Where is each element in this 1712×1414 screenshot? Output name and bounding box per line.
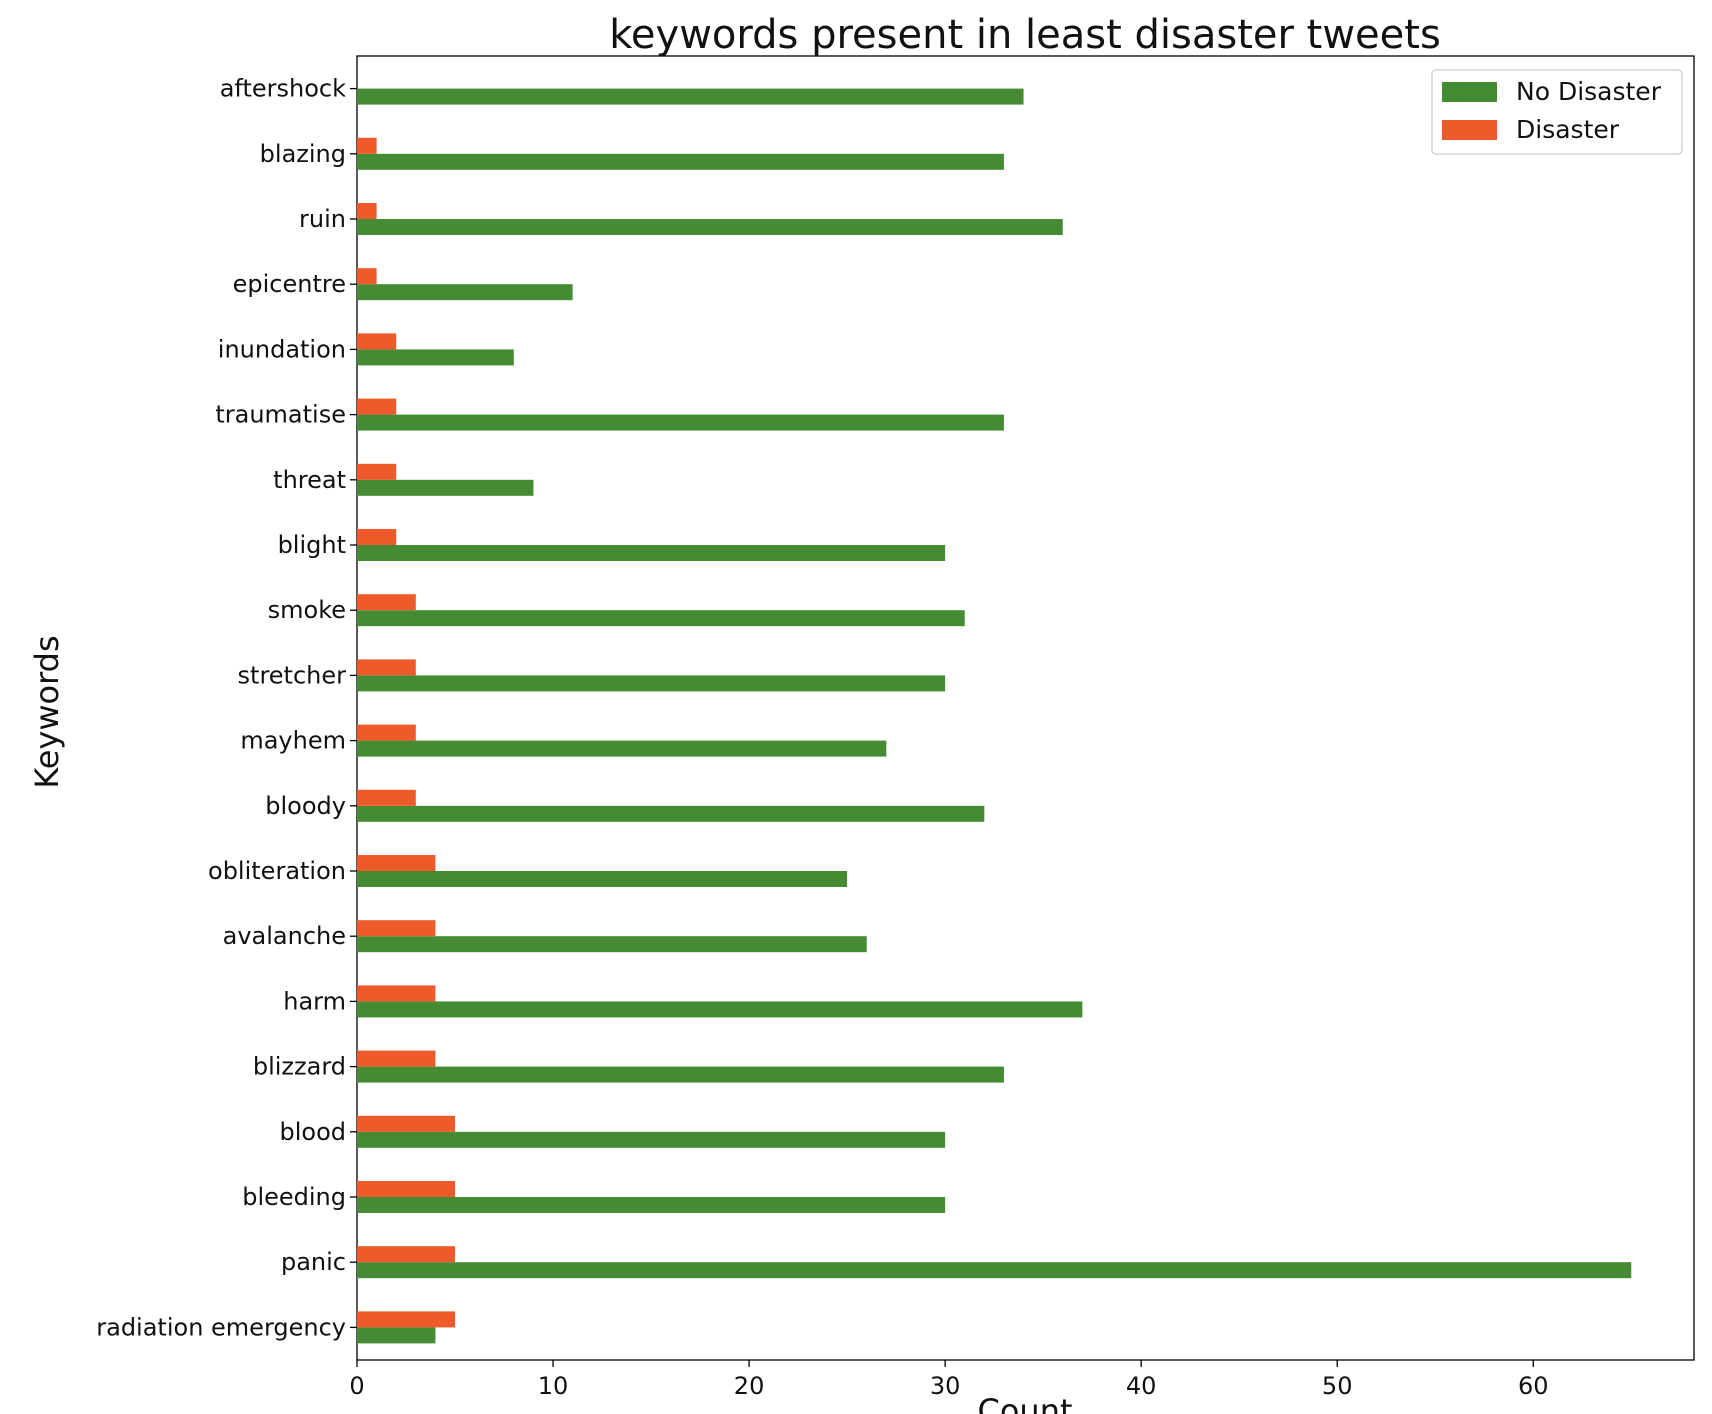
- bar-disaster-traumatise: [357, 398, 397, 415]
- bar-disaster-bloody: [357, 789, 416, 806]
- bar-nodisaster-traumatise: [357, 414, 1004, 431]
- bar-disaster-avalanche: [357, 920, 436, 937]
- bar-nodisaster-smoke: [357, 610, 965, 627]
- y-tick-label: mayhem: [240, 727, 346, 755]
- plot-area: aftershock blazing ruin epicentre inundation…: [96, 55, 1695, 1400]
- y-tick-label: blood: [279, 1118, 346, 1146]
- x-tick-label: 20: [734, 1372, 765, 1400]
- bar-nodisaster-obliteration: [357, 871, 848, 887]
- bar-disaster-panic: [357, 1246, 456, 1263]
- x-axis-label: Count: [977, 1392, 1072, 1414]
- y-tick-label: stretcher: [238, 661, 347, 689]
- y-tick-label: threat: [273, 466, 346, 494]
- y-tick-label: inundation: [218, 335, 346, 363]
- x-tick-label: 40: [1126, 1372, 1157, 1400]
- bar-nodisaster-stretcher: [357, 675, 946, 692]
- y-tick-label: harm: [283, 987, 346, 1015]
- x-tick-label: 60: [1518, 1372, 1549, 1400]
- y-tick-label: blizzard: [253, 1053, 346, 1081]
- bar-disaster-blazing: [357, 137, 377, 154]
- bar-nodisaster-blood: [357, 1131, 946, 1148]
- y-tick-label: blight: [278, 531, 346, 559]
- bar-disaster-blizzard: [357, 1050, 436, 1067]
- bar-nodisaster-ruin: [357, 219, 1063, 235]
- y-axis-label: Keywords: [28, 635, 66, 788]
- plot-frame: [356, 55, 1695, 1361]
- bar-nodisaster-inundation: [357, 349, 514, 366]
- bar-disaster-ruin: [357, 203, 377, 219]
- x-tick-label: 50: [1322, 1372, 1353, 1400]
- bar-nodisaster-radiation-emergency: [357, 1327, 436, 1344]
- bar-disaster-blood: [357, 1115, 456, 1132]
- bar-disaster-mayhem: [357, 724, 416, 741]
- y-tick-label: bloody: [265, 792, 346, 820]
- legend-swatch-0: [1442, 82, 1497, 102]
- bar-disaster-smoke: [357, 594, 416, 611]
- y-tick-label: ruin: [299, 205, 346, 233]
- y-tick-label: avalanche: [223, 922, 346, 950]
- bar-nodisaster-epicentre: [357, 284, 573, 301]
- bar-disaster-bleeding: [357, 1181, 456, 1197]
- y-tick-label: traumatise: [215, 401, 346, 429]
- legend: No Disaster Disaster: [1431, 69, 1683, 155]
- bar-nodisaster-avalanche: [357, 936, 867, 953]
- bar-disaster-blight: [357, 529, 397, 545]
- bar-nodisaster-blazing: [357, 153, 1004, 170]
- bar-nodisaster-mayhem: [357, 740, 887, 757]
- bar-disaster-stretcher: [357, 659, 416, 676]
- y-tick-label: obliteration: [208, 857, 346, 885]
- y-tick-label: panic: [281, 1248, 346, 1276]
- bar-nodisaster-bloody: [357, 805, 985, 822]
- x-tick-label: 10: [538, 1372, 569, 1400]
- bar-disaster-obliteration: [357, 855, 436, 871]
- y-tick-label: epicentre: [233, 270, 346, 298]
- bar-nodisaster-blight: [357, 545, 946, 561]
- legend-label: No Disaster: [1516, 77, 1662, 106]
- chart-title: keywords present in least disaster tweet…: [609, 12, 1441, 58]
- x-tick-label: 30: [930, 1372, 961, 1400]
- legend-label: Disaster: [1516, 115, 1620, 144]
- legend-swatch-1: [1442, 120, 1497, 140]
- x-tick-label: 0: [349, 1372, 364, 1400]
- bar-disaster-epicentre: [357, 268, 377, 285]
- y-tick-label: blazing: [260, 140, 346, 168]
- y-tick-label: bleeding: [242, 1183, 346, 1211]
- bar-nodisaster-panic: [357, 1262, 1632, 1279]
- bar-nodisaster-aftershock: [357, 88, 1024, 105]
- bar-disaster-harm: [357, 985, 436, 1002]
- bar-nodisaster-harm: [357, 1001, 1083, 1018]
- bar-disaster-threat: [357, 463, 397, 480]
- bar-nodisaster-bleeding: [357, 1197, 946, 1213]
- y-tick-label: aftershock: [220, 75, 346, 103]
- bar-nodisaster-threat: [357, 479, 534, 496]
- bar-disaster-inundation: [357, 333, 397, 350]
- bar-disaster-radiation-emergency: [357, 1311, 456, 1328]
- y-tick-label: smoke: [268, 596, 346, 624]
- y-tick-label: radiation emergency: [96, 1313, 346, 1341]
- bar-nodisaster-blizzard: [357, 1066, 1004, 1083]
